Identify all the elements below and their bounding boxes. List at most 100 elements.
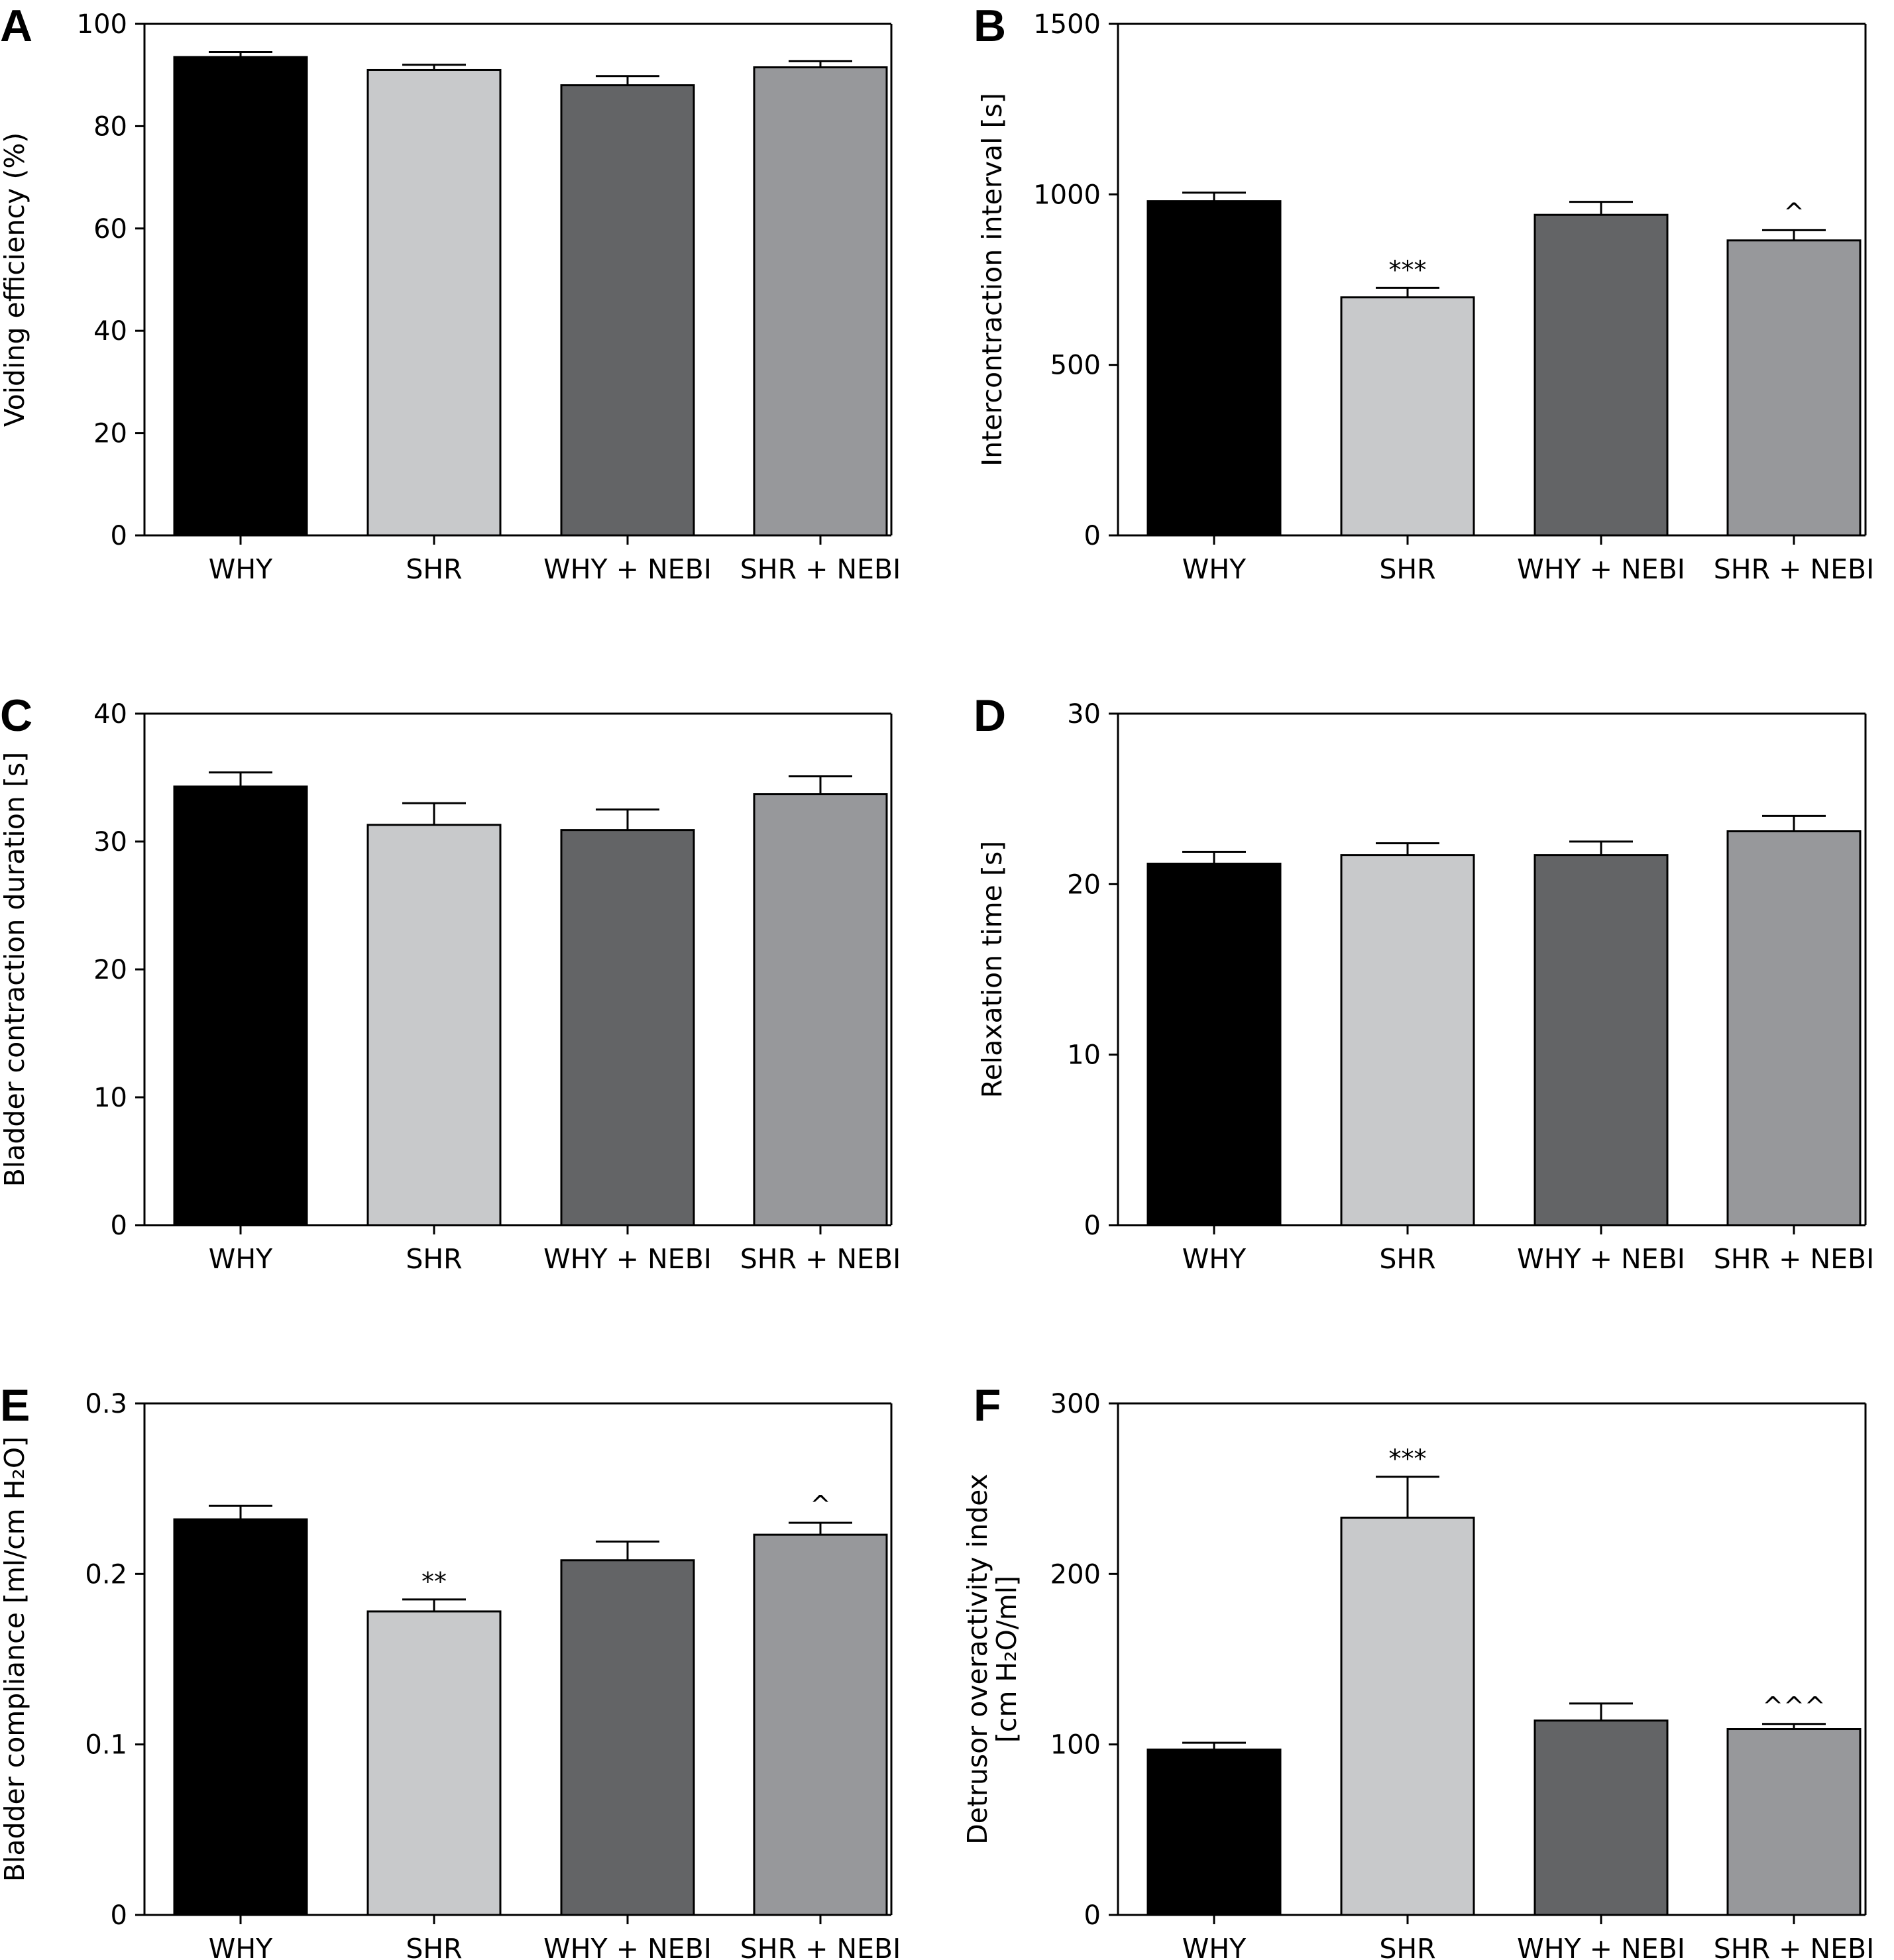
y-tick-label: 0 [1084,521,1101,551]
bar-why-nebi [1533,213,1669,537]
bar-why [1146,1748,1282,1916]
bar-shr [1340,296,1475,537]
y-axis-title: Detrusor overactivity index [962,1474,993,1845]
x-category-label: WHY + NEBI [543,1933,712,1960]
panel-letter: A [0,1,32,51]
bar-shr-nebi [753,793,888,1226]
significance-label: ^ [1783,197,1805,227]
y-tick-label: 0 [111,521,127,551]
panel-b: B 0 500 1000 1500 Intercontraction interval [… [974,1,1874,585]
x-category-label: WHY [1182,553,1247,585]
bar-shr [366,824,502,1226]
x-category-label: SHR + NEBI [740,553,901,585]
x-category-label: SHR + NEBI [1714,1933,1875,1960]
bar-why [173,785,308,1226]
bar-why [173,56,308,537]
y-axis-title: Bladder compliance [ml/cm H₂O] [0,1437,30,1882]
bar-shr-nebi [753,66,888,537]
y-tick-label: 0.2 [85,1559,127,1590]
x-category-label: SHR [1379,1933,1435,1960]
y-tick-label: 80 [93,111,127,142]
y-tick-label: 0 [111,1900,127,1931]
x-category-label: WHY + NEBI [1517,1933,1685,1960]
bar-why-nebi [560,1559,695,1916]
y-axis-title: Bladder contraction duration [s] [0,752,30,1187]
y-tick-label: 0 [1084,1211,1101,1241]
bar-shr-nebi [1726,239,1862,537]
panel-d: D 0 10 20 30 Relaxation time [s] WHY SHR WHY + N… [974,690,1874,1275]
panel-letter: D [974,690,1006,741]
x-category-label: SHR [406,553,462,585]
y-axis-title: [cm H₂O/ml] [991,1576,1023,1743]
x-category-label: SHR [406,1933,462,1960]
y-axis-title: Intercontraction interval [s] [976,93,1008,466]
x-category-label: SHR + NEBI [1714,1243,1875,1275]
panel-c: C 0 10 20 30 40 Bladder contraction duration [… [0,690,901,1275]
y-tick-label: 200 [1050,1559,1101,1590]
x-category-label: SHR + NEBI [740,1933,901,1960]
y-axis-title: Voiding efficiency (%) [0,133,30,427]
x-category-label: WHY [209,1933,273,1960]
y-tick-label: 40 [93,316,127,347]
y-tick-label: 20 [93,955,127,985]
bar-shr-nebi [753,1533,888,1916]
bar-shr [366,1610,502,1916]
significance-label: *** [1389,255,1427,284]
bar-why-nebi [1533,854,1669,1226]
bar-shr [1340,1516,1475,1916]
y-tick-label: 0 [1084,1900,1101,1931]
bar-why-nebi [560,84,695,537]
panel-letter: E [0,1380,30,1431]
y-tick-label: 40 [93,699,127,730]
y-tick-label: 30 [93,827,127,857]
x-category-label: WHY [1182,1933,1247,1960]
significance-label: ^ [810,1490,831,1519]
significance-label: *** [1389,1444,1427,1474]
panel-letter: C [0,690,32,741]
panel-f: F 0 100 200 300 Detrusor overactivity index[c… [962,1380,1874,1960]
bar-shr [366,68,502,537]
y-tick-label: 20 [93,419,127,449]
y-tick-label: 60 [93,214,127,245]
x-category-label: WHY + NEBI [1517,1243,1685,1275]
y-axis-title: Relaxation time [s] [976,841,1008,1098]
bar-why-nebi [560,829,695,1226]
x-category-label: SHR [1379,1243,1435,1275]
y-tick-label: 0.3 [85,1389,127,1419]
x-category-label: WHY + NEBI [1517,553,1685,585]
bar-shr-nebi [1726,1728,1862,1916]
panel-letter: F [974,1380,1001,1431]
panel-a: A 0 20 40 60 80 100 Voiding efficiency (%) WHY SH… [0,1,901,585]
panel-letter: B [974,1,1006,51]
x-category-label: WHY [1182,1243,1247,1275]
bar-why [1146,200,1282,537]
bar-shr [1340,854,1475,1226]
x-category-label: SHR [1379,553,1435,585]
significance-label: ** [421,1567,447,1596]
y-tick-label: 10 [93,1083,127,1113]
x-category-label: SHR + NEBI [1714,553,1875,585]
y-tick-label: 10 [1067,1040,1101,1071]
y-tick-label: 1500 [1033,9,1101,40]
x-category-label: WHY + NEBI [543,1243,712,1275]
x-category-label: WHY [209,1243,273,1275]
y-tick-label: 100 [77,9,127,40]
bar-why [173,1518,308,1916]
x-category-label: WHY + NEBI [543,553,712,585]
y-tick-label: 0.1 [85,1730,127,1761]
significance-label: ^^^ [1762,1692,1826,1721]
y-tick-label: 500 [1050,351,1101,381]
bar-shr-nebi [1726,830,1862,1226]
y-tick-label: 100 [1050,1730,1101,1761]
y-tick-label: 1000 [1033,180,1101,210]
bar-why [1146,862,1282,1226]
y-tick-label: 0 [111,1211,127,1241]
y-tick-label: 300 [1050,1389,1101,1419]
x-category-label: SHR [406,1243,462,1275]
y-tick-label: 20 [1067,869,1101,900]
x-category-label: SHR + NEBI [740,1243,901,1275]
panel-e: E 0 0.1 0.2 0.3 Bladder compliance [ml/cm H₂O… [0,1380,901,1960]
x-category-label: WHY [209,553,273,585]
y-tick-label: 30 [1067,699,1101,730]
